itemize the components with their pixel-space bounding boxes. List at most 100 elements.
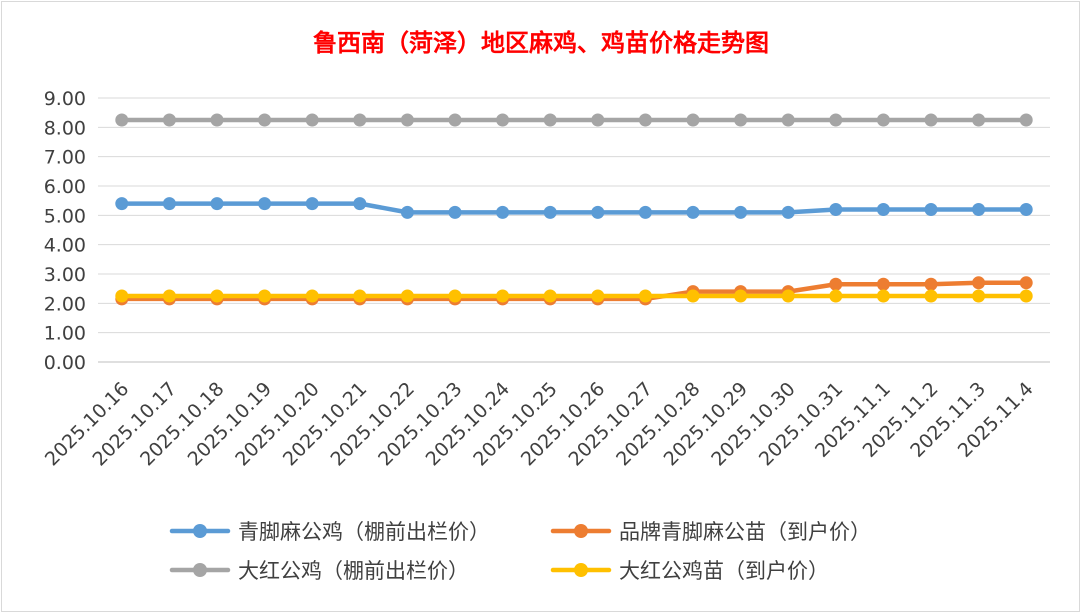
- data-point: [1019, 289, 1033, 303]
- data-point: [496, 113, 510, 127]
- y-axis-ticks: 0.00 1.00 2.00 3.00 4.00 5.00 6.00 7.00 8.00 9.00: [44, 88, 86, 374]
- data-point: [1019, 113, 1033, 127]
- data-point: [258, 289, 272, 303]
- data-point: [924, 202, 938, 216]
- legend-item: 青脚麻公鸡（棚前出栏价）: [169, 520, 490, 544]
- data-point: [543, 289, 557, 303]
- data-point: [115, 113, 129, 127]
- series-4: [115, 289, 1033, 303]
- legend-item: 大红公鸡苗（到户价）: [550, 559, 829, 583]
- legend: 青脚麻公鸡（棚前出栏价） 品牌青脚麻公苗（到户价） 大红公鸡（棚前出栏价） 大红公鸡苗…: [169, 520, 871, 583]
- data-point: [591, 113, 605, 127]
- y-tick-label: 5.00: [44, 205, 86, 227]
- y-tick-label: 4.00: [44, 235, 86, 257]
- data-point: [781, 113, 795, 127]
- data-point: [448, 289, 462, 303]
- y-tick-label: 1.00: [44, 323, 86, 345]
- data-point: [924, 113, 938, 127]
- data-point: [258, 113, 272, 127]
- data-point: [638, 289, 652, 303]
- data-point: [781, 289, 795, 303]
- data-point: [972, 276, 986, 290]
- data-point: [258, 197, 272, 211]
- chart-title: 鲁西南（菏泽）地区麻鸡、鸡苗价格走势图: [313, 28, 769, 57]
- data-point: [972, 289, 986, 303]
- data-point: [876, 202, 890, 216]
- data-point: [924, 277, 938, 291]
- data-point: [924, 289, 938, 303]
- data-point: [162, 197, 176, 211]
- data-point: [876, 277, 890, 291]
- data-point: [353, 289, 367, 303]
- series-group: [115, 113, 1033, 306]
- y-tick-label: 8.00: [44, 117, 86, 139]
- data-point: [638, 205, 652, 219]
- data-point: [972, 113, 986, 127]
- legend-label: 青脚麻公鸡（棚前出栏价）: [238, 520, 490, 544]
- data-point: [543, 205, 557, 219]
- data-point: [448, 113, 462, 127]
- y-tick-label: 2.00: [44, 293, 86, 315]
- data-point: [734, 289, 748, 303]
- data-point: [448, 205, 462, 219]
- data-point: [162, 113, 176, 127]
- x-axis-ticks: 2025.10.162025.10.172025.10.182025.10.19…: [41, 378, 1038, 470]
- data-point: [210, 289, 224, 303]
- data-point: [400, 289, 414, 303]
- data-point: [686, 113, 700, 127]
- legend-label: 品牌青脚麻公苗（到户价）: [619, 520, 871, 544]
- data-point: [353, 113, 367, 127]
- y-tick-label: 6.00: [44, 176, 86, 198]
- data-point: [829, 113, 843, 127]
- data-point: [543, 113, 557, 127]
- y-tick-label: 0.00: [44, 352, 86, 374]
- legend-swatch-marker: [574, 524, 588, 538]
- legend-swatch-marker: [193, 563, 207, 577]
- legend-swatch-marker: [574, 563, 588, 577]
- y-tick-label: 9.00: [44, 88, 86, 110]
- data-point: [591, 289, 605, 303]
- data-point: [876, 113, 890, 127]
- data-point: [400, 205, 414, 219]
- data-point: [781, 205, 795, 219]
- series-3: [115, 113, 1033, 127]
- legend-label: 大红公鸡（棚前出栏价）: [238, 559, 469, 583]
- data-point: [686, 205, 700, 219]
- y-tick-label: 7.00: [44, 147, 86, 169]
- data-point: [734, 113, 748, 127]
- data-point: [162, 289, 176, 303]
- data-point: [734, 205, 748, 219]
- data-point: [686, 289, 700, 303]
- data-point: [400, 113, 414, 127]
- series-2: [115, 276, 1033, 306]
- series-1: [115, 197, 1033, 219]
- data-point: [115, 197, 129, 211]
- legend-item: 品牌青脚麻公苗（到户价）: [550, 520, 871, 544]
- gridlines: [98, 97, 1050, 363]
- data-point: [1019, 276, 1033, 290]
- data-point: [829, 289, 843, 303]
- series-line: [119, 280, 1029, 302]
- data-point: [496, 289, 510, 303]
- data-point: [115, 289, 129, 303]
- data-point: [972, 202, 986, 216]
- data-point: [496, 205, 510, 219]
- legend-label: 大红公鸡苗（到户价）: [619, 559, 829, 583]
- y-tick-label: 3.00: [44, 264, 86, 286]
- data-point: [305, 113, 319, 127]
- data-point: [876, 289, 890, 303]
- data-point: [1019, 202, 1033, 216]
- data-point: [353, 197, 367, 211]
- legend-swatch-marker: [193, 524, 207, 538]
- series-line: [119, 201, 1029, 215]
- data-point: [210, 197, 224, 211]
- data-point: [305, 197, 319, 211]
- data-point: [305, 289, 319, 303]
- data-point: [591, 205, 605, 219]
- data-point: [210, 113, 224, 127]
- data-point: [829, 277, 843, 291]
- data-point: [638, 113, 652, 127]
- data-point: [829, 202, 843, 216]
